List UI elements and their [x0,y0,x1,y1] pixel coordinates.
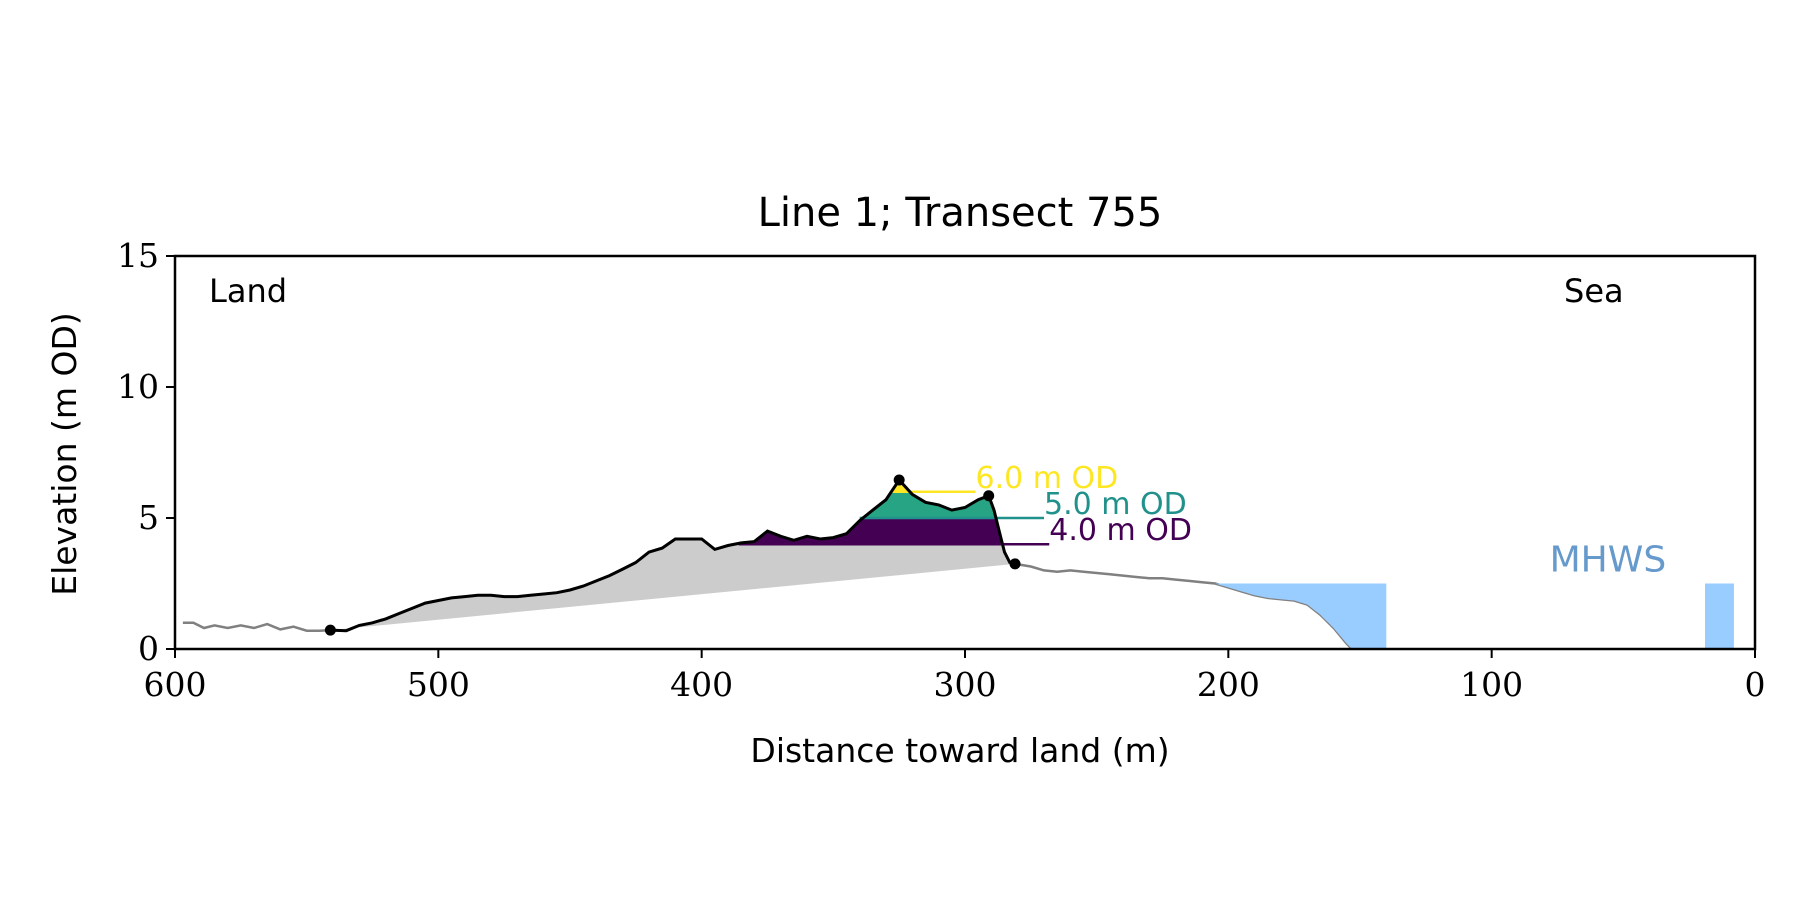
od-level-label: 4.0 m OD [1049,513,1192,548]
x-tick-label: 100 [1460,665,1523,704]
od-level-label: 6.0 m OD [976,461,1119,496]
mhws-region [1705,583,1734,649]
profile-marker [893,474,905,486]
y-tick-label: 0 [138,629,159,668]
x-tick-label: 400 [670,665,733,704]
x-tick-label: 300 [934,665,997,704]
land-annotation: Land [209,272,287,310]
plot-frame [173,254,1757,651]
band-above-6-m-od [738,480,1015,492]
y-tick-label: 15 [117,236,159,275]
mhws-label: MHWS [1550,540,1667,581]
profile-marker [1009,558,1021,570]
y-axis-label: Elevation (m OD) [45,312,84,596]
y-tick-label: 10 [117,367,159,406]
dune-profile-line [330,477,1016,633]
chart-title: Line 1; Transect 755 [758,190,1163,236]
below-level-fill [330,480,1015,631]
y-tick-label: 5 [138,498,159,537]
plot-area: 4.0 m OD5.0 m OD6.0 m OD MHWS [182,461,1734,650]
axes: 600 500 400 300 200 100 0 0 5 10 15 [117,236,1766,704]
profile-marker [324,624,336,636]
x-tick-label: 200 [1197,665,1260,704]
profile-marker [983,490,995,502]
sea-annotation: Sea [1564,272,1624,310]
od-level-label: 5.0 m OD [1044,487,1187,522]
mhws-region [1202,583,1387,649]
x-tick-label: 0 [1745,665,1766,704]
x-axis-label: Distance toward land (m) [750,731,1169,770]
x-tick-label: 600 [144,665,207,704]
x-tick-label: 500 [407,665,470,704]
